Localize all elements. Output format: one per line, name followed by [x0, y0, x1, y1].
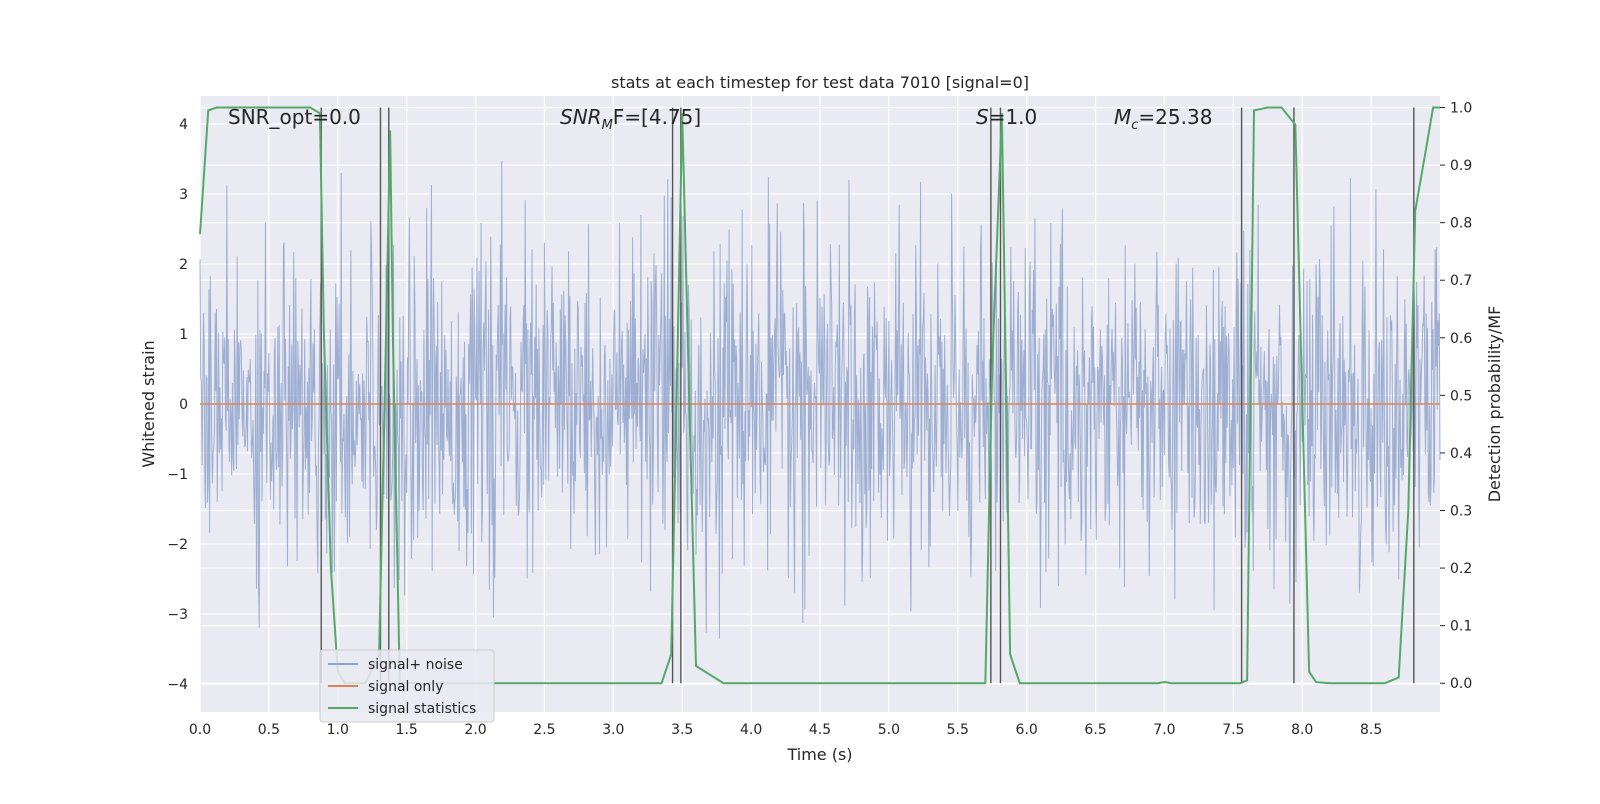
y-right-tick-label: 0.1: [1450, 619, 1472, 635]
x-tick-label: 7.0: [1153, 722, 1175, 738]
chart-title: stats at each timestep for test data 701…: [611, 73, 1029, 92]
x-axis-ticks: 0.0 0.5 1.0 1.5 2.0 2.5 3.0 3.5 4.0 4.5 5.0 5.5 6.0 6…: [189, 722, 1382, 738]
x-tick-label: 2.5: [533, 722, 555, 738]
x-tick-label: 0.0: [189, 722, 211, 738]
x-axis-label: Time (s): [786, 745, 852, 764]
x-tick-label: 1.5: [396, 722, 418, 738]
y-left-tick-label: 1: [179, 327, 188, 343]
x-tick-label: 5.0: [878, 722, 900, 738]
legend-label-signal-plus-noise: signal+ noise: [368, 657, 463, 673]
annotation-mc-rest: =25.38: [1138, 105, 1212, 129]
x-tick-label: 6.5: [1084, 722, 1106, 738]
y-right-tick-label: 0.8: [1450, 216, 1472, 232]
y-right-tick-label: 1.0: [1450, 101, 1472, 117]
y-left-tick-label: 3: [179, 187, 188, 203]
y-right-tick-label: 0.5: [1450, 388, 1472, 404]
y-right-tick-label: 0.0: [1450, 676, 1472, 692]
y-right-tick-label: 0.3: [1450, 504, 1472, 520]
signal-plus-noise-line: [199, 161, 1441, 639]
y-right-tick-label: 0.9: [1450, 158, 1472, 174]
x-tick-label: 7.5: [1222, 722, 1244, 738]
x-tick-label: 1.0: [327, 722, 349, 738]
legend-box: [319, 649, 495, 723]
x-tick-label: 4.5: [809, 722, 831, 738]
annotation-snr-mf-sub: M: [602, 118, 613, 133]
x-tick-label: 3.5: [671, 722, 693, 738]
y-left-axis-label: Whitened strain: [139, 340, 158, 467]
x-tick-label: 4.0: [740, 722, 762, 738]
legend-label-signal-statistics: signal statistics: [368, 701, 476, 717]
y-right-axis-label: Detection probability/MF: [1485, 306, 1504, 503]
y-left-tick-label: −2: [167, 537, 188, 553]
annotation-snr-mf-rest: F=[4.75]: [613, 105, 701, 129]
legend-label-signal-only: signal only: [368, 679, 443, 695]
annotation-snr-mf-main: SNR: [560, 105, 602, 129]
x-tick-label: 8.0: [1291, 722, 1313, 738]
annotation-s: S=1.0: [976, 105, 1037, 129]
annotation-mc-main: M: [1114, 105, 1131, 129]
y-left-tick-label: 0: [179, 397, 188, 413]
annotation-mc: Mc=25.38: [1114, 105, 1212, 133]
annotation-mc-sub: c: [1131, 118, 1138, 133]
series-signal-plus-noise: [199, 161, 1441, 639]
legend: signal+ noise signal only signal statist…: [319, 649, 495, 723]
y-right-tick-label: 0.4: [1450, 446, 1472, 462]
annotation-s-rest: =1.0: [989, 105, 1038, 129]
x-tick-label: 2.0: [464, 722, 486, 738]
y-left-tick-label: 2: [179, 257, 188, 273]
x-tick-label: 5.5: [947, 722, 969, 738]
y-left-tick-label: −1: [167, 467, 188, 483]
annotation-s-main: S: [976, 105, 989, 129]
y-left-tick-label: −3: [167, 607, 188, 623]
y-left-tick-label: −4: [167, 677, 188, 693]
annotation-snr-opt: SNR_opt=0.0: [228, 105, 361, 129]
annotation-snr-mf: SNRMF=[4.75]: [560, 105, 701, 133]
y-right-tick-label: 0.2: [1450, 561, 1472, 577]
x-tick-label: 8.5: [1360, 722, 1382, 738]
y-left-axis-ticks: 4 3 2 1 0 −1 −2 −3 −4: [167, 117, 188, 693]
y-left-tick-label: 4: [179, 117, 188, 133]
x-tick-label: 0.5: [258, 722, 280, 738]
y-right-tick-label: 0.6: [1450, 331, 1472, 347]
x-tick-label: 6.0: [1016, 722, 1038, 738]
x-tick-label: 3.0: [602, 722, 624, 738]
y-right-tick-label: 0.7: [1450, 273, 1472, 289]
y-right-axis-ticks: 1.0 0.9 0.8 0.7 0.6 0.5 0.4 0.3 0.2 0.1 0.0: [1440, 101, 1472, 692]
